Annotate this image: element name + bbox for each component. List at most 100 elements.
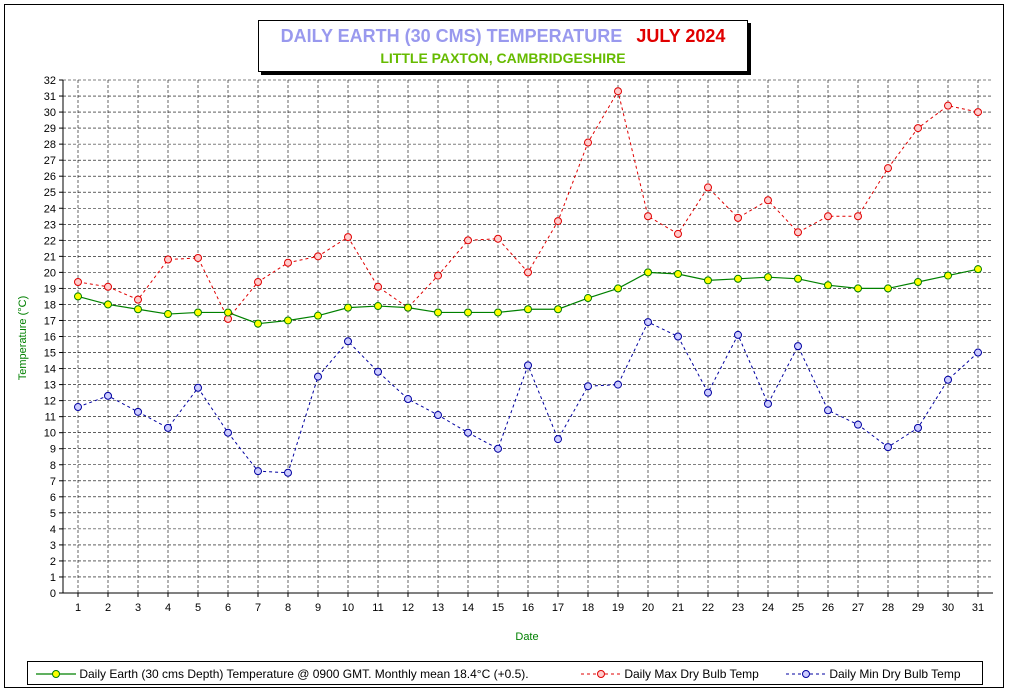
y-tick-label: 15 [44, 348, 56, 360]
data-point-min [434, 411, 442, 420]
data-point-min [854, 420, 862, 429]
data-point-max [344, 233, 352, 242]
series-min [74, 318, 982, 477]
data-point-min [74, 403, 82, 412]
data-point-max [194, 253, 202, 262]
data-point-earth [884, 284, 892, 293]
data-point-min [194, 383, 202, 392]
data-point-max [914, 124, 922, 133]
y-tick-label: 19 [44, 283, 56, 295]
y-axis-label: Temperature (°C) [17, 296, 29, 380]
data-point-earth [944, 271, 952, 280]
data-point-earth [494, 308, 502, 317]
x-tick-label: 31 [972, 602, 984, 614]
data-point-max [464, 236, 472, 245]
data-point-min [494, 444, 502, 453]
data-point-earth [194, 308, 202, 317]
data-point-min [584, 382, 592, 391]
data-point-min [374, 367, 382, 376]
data-point-max [674, 229, 682, 238]
x-tick-label: 22 [702, 602, 714, 614]
series-layer [74, 87, 982, 477]
data-point-min [794, 342, 802, 351]
x-tick-label: 16 [522, 602, 534, 614]
data-point-earth [464, 308, 472, 317]
legend-swatch-min [786, 669, 826, 678]
y-tick-label: 5 [50, 508, 56, 520]
data-point-earth [734, 274, 742, 283]
data-point-min [644, 318, 652, 327]
data-point-min [464, 428, 472, 437]
data-point-min [554, 435, 562, 444]
y-tick-label: 11 [45, 412, 56, 424]
y-tick-label: 24 [44, 203, 56, 215]
y-tick-label: 17 [44, 315, 56, 327]
data-point-min [524, 361, 532, 370]
data-point-earth [614, 284, 622, 293]
y-tick-label: 6 [50, 492, 56, 504]
data-point-max [884, 164, 892, 173]
y-tick-label: 22 [44, 235, 56, 247]
x-tick-label: 21 [672, 602, 684, 614]
data-point-min [914, 423, 922, 432]
data-point-max [164, 255, 172, 264]
data-point-max [944, 101, 952, 110]
data-point-min [224, 428, 232, 437]
data-point-earth [344, 303, 352, 312]
data-point-max [584, 138, 592, 147]
x-tick-label: 15 [492, 602, 504, 614]
legend-label-min: Daily Min Dry Bulb Temp [829, 666, 961, 681]
y-tick-label: 12 [44, 396, 56, 408]
data-point-earth [374, 302, 382, 311]
x-tick-label: 27 [852, 602, 864, 614]
grid [63, 79, 993, 593]
x-tick-label: 12 [402, 602, 414, 614]
x-tick-label: 26 [822, 602, 834, 614]
y-tick-label: 3 [50, 540, 56, 552]
data-point-min [704, 388, 712, 397]
data-point-min [614, 380, 622, 389]
data-point-max [764, 196, 772, 205]
legend-swatch-max [581, 669, 621, 678]
data-point-max [314, 252, 322, 261]
y-tick-label: 2 [50, 556, 56, 568]
chart-frame [4, 4, 1004, 688]
y-tick-label: 8 [50, 460, 56, 472]
legend-item-max: Daily Max Dry Bulb Temp [581, 666, 759, 681]
data-point-min [104, 391, 112, 400]
data-point-earth [584, 294, 592, 303]
legend-label-earth: Daily Earth (30 cms Depth) Temperature @… [79, 666, 529, 681]
x-tick-label: 30 [942, 602, 954, 614]
x-tick-label: 7 [255, 602, 261, 614]
y-tick-label: 18 [44, 299, 56, 311]
x-tick-label: 24 [762, 602, 774, 614]
data-point-earth [674, 269, 682, 278]
y-tick-label: 10 [44, 428, 56, 440]
x-tick-label: 2 [105, 602, 111, 614]
data-point-max [134, 295, 142, 304]
data-point-earth [644, 268, 652, 277]
data-point-max [104, 282, 112, 291]
data-point-max [284, 258, 292, 267]
data-point-min [674, 332, 682, 341]
data-point-max [614, 87, 622, 96]
data-point-max [974, 108, 982, 117]
y-tick-label: 16 [44, 332, 56, 344]
x-tick-label: 17 [552, 602, 564, 614]
x-tick-label: 10 [342, 602, 354, 614]
data-point-max [374, 282, 382, 291]
data-point-max [494, 234, 502, 243]
data-point-earth [104, 300, 112, 309]
y-tick-label: 28 [44, 139, 56, 151]
legend-swatch-earth [36, 669, 76, 678]
data-point-min [344, 337, 352, 346]
data-point-max [554, 217, 562, 226]
chart-title-month: JULY 2024 [636, 26, 726, 46]
y-tick-label: 31 [44, 91, 56, 103]
x-tick-label: 4 [165, 602, 171, 614]
data-point-min [944, 375, 952, 384]
data-point-min [764, 399, 772, 408]
data-point-earth [404, 303, 412, 312]
x-tick-label: 25 [792, 602, 804, 614]
